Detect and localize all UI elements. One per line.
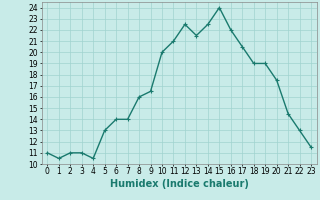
X-axis label: Humidex (Indice chaleur): Humidex (Indice chaleur) bbox=[110, 179, 249, 189]
